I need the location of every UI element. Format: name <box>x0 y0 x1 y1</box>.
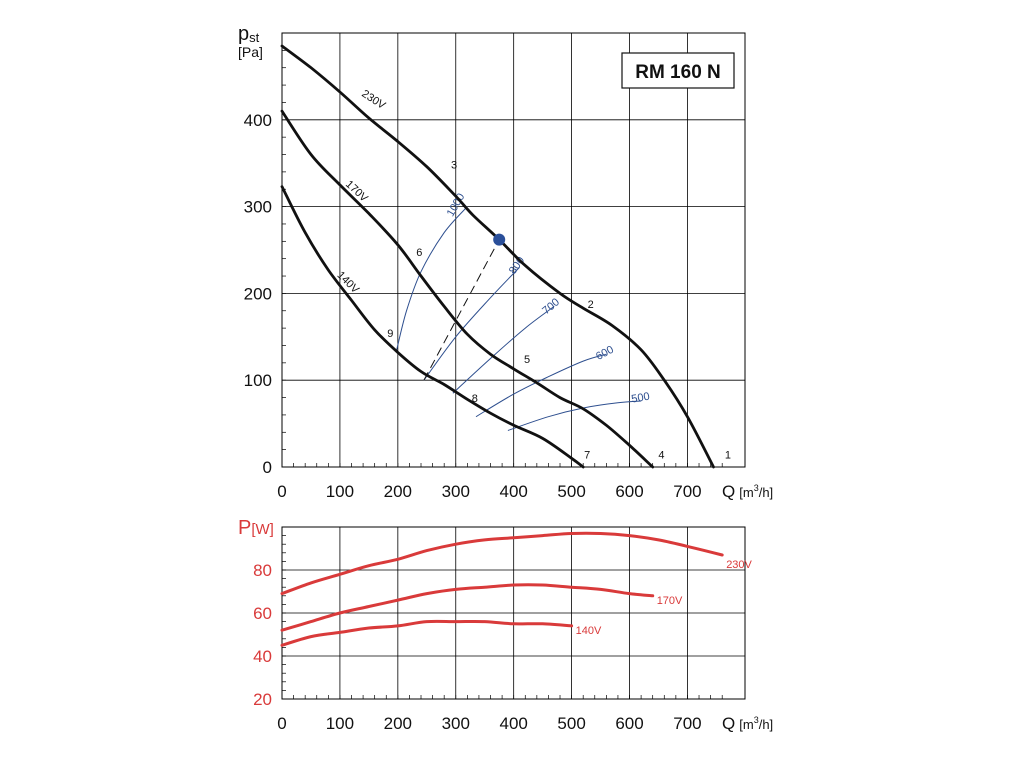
x-tick-label: 100 <box>326 482 354 501</box>
power-curve-170V <box>280 583 655 632</box>
power-chart: 0 100 200 300 400 500 600 700 20 40 60 80 P[W] Q [m3/h… <box>238 517 773 733</box>
system-curve-700 <box>452 305 555 394</box>
y-tick-label: 0 <box>263 458 272 477</box>
x-tick-label: 300 <box>442 482 470 501</box>
point-number-label: 1 <box>725 449 731 461</box>
point-number-label: 6 <box>416 247 422 259</box>
power-axis-unit: [W] <box>251 521 274 538</box>
pressure-chart: 0 100 200 300 400 500 600 700 0 100 200 300 400 RM 16… <box>238 23 773 501</box>
power-curve-label: 140V <box>576 625 602 637</box>
operating-point-guide <box>423 239 500 381</box>
power-curve-label: 170V <box>657 595 683 607</box>
y-tick-label: 40 <box>253 647 272 666</box>
x-tick-label: 600 <box>615 482 643 501</box>
x-axis-unit-exp: 3 <box>754 715 759 725</box>
system-curve-label: 600 <box>594 344 616 363</box>
x-axis-label: Q [m3/h] <box>722 714 773 733</box>
x-tick-label: 500 <box>557 482 585 501</box>
x-tick-label: 400 <box>499 714 527 733</box>
x-axis-unit-exp: 3 <box>754 483 759 493</box>
point-number-label: 7 <box>584 449 590 461</box>
y-axis-label: pst <box>238 23 260 45</box>
y-axis-subscript: st <box>249 30 260 45</box>
power-axis-label: P[W] <box>238 517 274 539</box>
power-curve-140V <box>280 619 574 647</box>
model-title: RM 160 N <box>635 62 721 83</box>
x-tick-label: 400 <box>499 482 527 501</box>
x-axis-unit-suffix: /h] <box>759 717 773 732</box>
y-tick-label: 20 <box>253 690 272 709</box>
point-number-label: 4 <box>658 449 664 461</box>
pressure-curve-label: 230V <box>359 88 388 112</box>
point-number-label: 5 <box>524 354 530 366</box>
x-tick-label: 700 <box>673 714 701 733</box>
x-tick-label: 200 <box>384 482 412 501</box>
power-curve-230V <box>280 531 724 596</box>
y-tick-label: 60 <box>253 604 272 623</box>
y-tick-label: 400 <box>244 111 272 130</box>
x-tick-label: 600 <box>615 714 643 733</box>
y-tick-label: 300 <box>244 198 272 217</box>
y-tick-label: 80 <box>253 561 272 580</box>
power-curve-label: 230V <box>726 559 752 571</box>
system-curve-600 <box>475 353 607 418</box>
x-tick-label: 300 <box>442 714 470 733</box>
system-curve-label: 500 <box>631 391 651 406</box>
x-axis-unit-prefix: [m <box>739 717 753 732</box>
system-curve-800 <box>423 267 520 381</box>
x-axis-unit-suffix: /h] <box>759 485 773 500</box>
y-tick-label: 100 <box>244 371 272 390</box>
x-tick-label: 0 <box>277 482 286 501</box>
x-tick-label: 100 <box>326 714 354 733</box>
y-axis-symbol: p <box>238 23 249 45</box>
y-axis-unit: [Pa] <box>238 44 263 60</box>
system-curve-1000 <box>396 206 468 350</box>
x-tick-label: 500 <box>557 714 585 733</box>
point-number-label: 2 <box>588 299 594 311</box>
title-box-frame <box>621 52 735 89</box>
x-axis-symbol: Q <box>722 482 735 501</box>
pressure-curve-140V <box>280 185 585 469</box>
model-title-box: RM 160 N <box>621 52 735 89</box>
power-axis-symbol: P <box>238 517 251 539</box>
point-number-label: 3 <box>451 159 457 171</box>
x-axis-unit-prefix: [m <box>739 485 753 500</box>
point-number-label: 9 <box>387 328 393 340</box>
point-number-label: 8 <box>472 393 478 405</box>
y-tick-label: 200 <box>244 284 272 303</box>
x-tick-label: 0 <box>277 714 286 733</box>
operating-point-marker <box>493 233 506 246</box>
x-axis-label: Q [m3/h] <box>722 482 773 501</box>
x-tick-label: 700 <box>673 482 701 501</box>
x-axis-symbol: Q <box>722 714 735 733</box>
pressure-curve-170V <box>280 109 655 469</box>
x-tick-label: 200 <box>384 714 412 733</box>
